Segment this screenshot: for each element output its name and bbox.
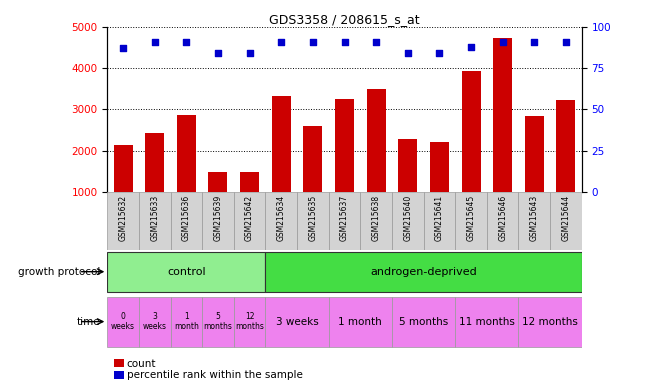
Bar bbox=[455, 296, 519, 347]
Bar bbox=[550, 192, 582, 250]
Point bbox=[118, 45, 128, 51]
Text: GSM215642: GSM215642 bbox=[245, 195, 254, 241]
Text: GSM215640: GSM215640 bbox=[403, 195, 412, 241]
Bar bbox=[170, 296, 202, 347]
Bar bbox=[145, 133, 164, 233]
Text: 1 month: 1 month bbox=[339, 316, 382, 327]
Bar bbox=[139, 192, 170, 250]
Point bbox=[434, 50, 445, 56]
Point bbox=[150, 39, 160, 45]
Text: GSM215634: GSM215634 bbox=[277, 195, 286, 241]
Point bbox=[529, 39, 539, 45]
Point bbox=[466, 44, 476, 50]
Text: GSM215633: GSM215633 bbox=[150, 195, 159, 241]
Text: 3 weeks: 3 weeks bbox=[276, 316, 318, 327]
Bar bbox=[424, 192, 455, 250]
Bar bbox=[329, 296, 392, 347]
Bar bbox=[107, 192, 139, 250]
Text: growth protocol: growth protocol bbox=[18, 266, 101, 277]
Bar bbox=[272, 96, 291, 233]
Point bbox=[402, 50, 413, 56]
Text: time: time bbox=[77, 316, 101, 327]
Text: 1
month: 1 month bbox=[174, 312, 199, 331]
Text: 0
weeks: 0 weeks bbox=[111, 312, 135, 331]
Text: GSM215643: GSM215643 bbox=[530, 195, 539, 241]
Text: 5
months: 5 months bbox=[203, 312, 233, 331]
Bar bbox=[360, 192, 392, 250]
Bar bbox=[170, 192, 202, 250]
Text: GSM215646: GSM215646 bbox=[498, 195, 507, 241]
Bar bbox=[240, 172, 259, 233]
Bar bbox=[493, 38, 512, 233]
Point bbox=[276, 39, 287, 45]
Point bbox=[371, 39, 382, 45]
Text: 12
months: 12 months bbox=[235, 312, 264, 331]
Point bbox=[497, 39, 508, 45]
Point bbox=[244, 50, 255, 56]
Text: GSM215636: GSM215636 bbox=[182, 195, 191, 241]
Text: GSM215632: GSM215632 bbox=[118, 195, 127, 241]
Bar bbox=[519, 296, 582, 347]
Text: count: count bbox=[127, 359, 156, 369]
Point bbox=[339, 39, 350, 45]
Text: percentile rank within the sample: percentile rank within the sample bbox=[127, 370, 303, 380]
Bar bbox=[304, 126, 322, 233]
Bar bbox=[265, 192, 297, 250]
Bar bbox=[367, 89, 385, 233]
Bar bbox=[297, 192, 329, 250]
Bar bbox=[519, 192, 550, 250]
Point bbox=[213, 50, 223, 56]
Bar bbox=[525, 116, 544, 233]
Bar bbox=[455, 192, 487, 250]
Text: 12 months: 12 months bbox=[522, 316, 578, 327]
Bar bbox=[265, 296, 329, 347]
Text: androgen-deprived: androgen-deprived bbox=[370, 266, 477, 277]
Bar bbox=[398, 139, 417, 233]
Text: 3
weeks: 3 weeks bbox=[143, 312, 166, 331]
Text: GSM215639: GSM215639 bbox=[213, 195, 222, 241]
Bar bbox=[209, 172, 228, 233]
Point bbox=[181, 39, 192, 45]
Text: GSM215637: GSM215637 bbox=[340, 195, 349, 241]
Bar bbox=[177, 115, 196, 233]
Bar bbox=[556, 99, 575, 233]
Text: 5 months: 5 months bbox=[399, 316, 448, 327]
Text: GSM215638: GSM215638 bbox=[372, 195, 381, 241]
Bar bbox=[107, 296, 139, 347]
Text: GSM215641: GSM215641 bbox=[435, 195, 444, 241]
Text: control: control bbox=[167, 266, 205, 277]
Bar bbox=[392, 296, 455, 347]
Bar bbox=[107, 252, 265, 291]
Text: GSM215644: GSM215644 bbox=[562, 195, 571, 241]
Bar bbox=[430, 142, 449, 233]
Text: GSM215635: GSM215635 bbox=[308, 195, 317, 241]
Title: GDS3358 / 208615_s_at: GDS3358 / 208615_s_at bbox=[269, 13, 420, 26]
Bar bbox=[462, 71, 480, 233]
Text: 11 months: 11 months bbox=[459, 316, 515, 327]
Bar bbox=[234, 296, 265, 347]
Bar bbox=[114, 144, 133, 233]
Bar bbox=[139, 296, 170, 347]
Bar bbox=[335, 99, 354, 233]
Bar bbox=[202, 296, 234, 347]
Bar bbox=[265, 252, 582, 291]
Bar bbox=[234, 192, 265, 250]
Bar bbox=[392, 192, 424, 250]
Bar bbox=[329, 192, 360, 250]
Bar bbox=[202, 192, 234, 250]
Point bbox=[561, 39, 571, 45]
Point bbox=[307, 39, 318, 45]
Text: GSM215645: GSM215645 bbox=[467, 195, 476, 241]
Bar bbox=[487, 192, 519, 250]
